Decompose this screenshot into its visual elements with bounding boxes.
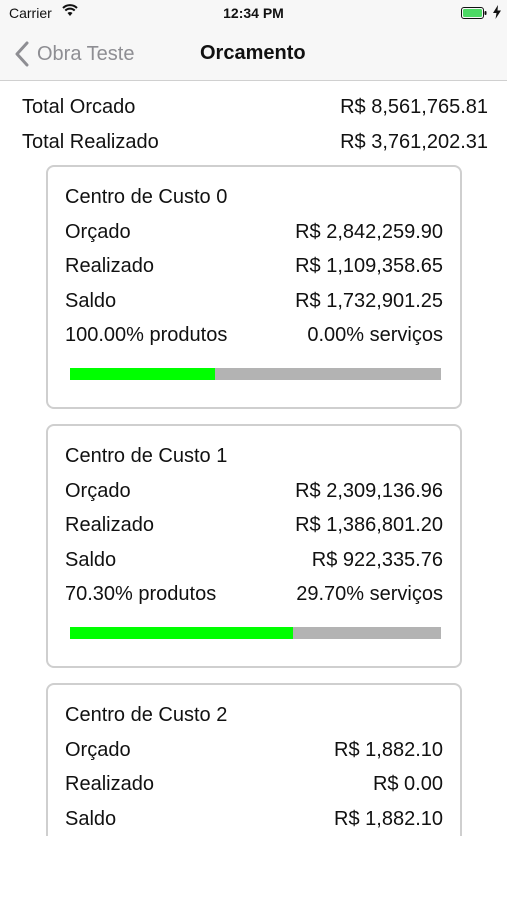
total-value: R$ 3,761,202.31	[340, 131, 488, 153]
cost-center-card[interactable]: Centro de Custo 2 Orçado R$ 1,882.10 Rea…	[46, 683, 462, 836]
status-time: 12:34 PM	[223, 5, 284, 21]
produtos-percent: 100.00% produtos	[65, 324, 228, 346]
progress-bar	[70, 627, 441, 639]
charging-bolt-icon	[493, 5, 501, 19]
progress-fill	[70, 368, 215, 380]
produtos-percent: 70.30% produtos	[65, 583, 217, 605]
cost-center-card[interactable]: Centro de Custo 1 Orçado R$ 2,309,136.96…	[46, 424, 462, 668]
row-label: Orçado	[65, 480, 131, 502]
row-value: R$ 0.00	[372, 773, 443, 795]
status-bar: Carrier 12:34 PM	[0, 0, 507, 28]
row-value: R$ 2,842,259.90	[295, 221, 443, 243]
row-label: Orçado	[65, 739, 131, 761]
total-value: R$ 8,561,765.81	[340, 96, 488, 118]
total-label: Total Realizado	[22, 131, 159, 153]
card-title: Centro de Custo 0	[65, 186, 228, 208]
navigation-bar: Obra Teste Orcamento	[0, 28, 507, 81]
total-label: Total Orcado	[22, 96, 136, 118]
row-value: R$ 1,109,358.65	[295, 255, 443, 277]
battery-icon	[461, 7, 487, 19]
row-label: Saldo	[65, 808, 117, 830]
servicos-percent: 0.00% serviços	[307, 324, 443, 346]
realizado-row: Realizado R$ 1,109,358.65	[65, 255, 443, 281]
cost-center-card[interactable]: Centro de Custo 0 Orçado R$ 2,842,259.90…	[46, 165, 462, 409]
row-label: Realizado	[65, 514, 154, 536]
row-value: R$ 2,309,136.96	[295, 480, 443, 502]
wifi-icon	[62, 4, 78, 16]
realizado-row: Realizado R$ 1,386,801.20	[65, 514, 443, 540]
row-label: Realizado	[65, 773, 154, 795]
cost-center-list[interactable]: Centro de Custo 0 Orçado R$ 2,842,259.90…	[0, 160, 507, 836]
row-value: R$ 1,386,801.20	[295, 514, 443, 536]
realizado-row: Realizado R$ 0.00	[65, 773, 443, 799]
chevron-left-icon	[15, 41, 29, 67]
saldo-row: Saldo R$ 1,732,901.25	[65, 290, 443, 316]
mix-row: 100.00% produtos 0.00% serviços	[65, 324, 443, 350]
saldo-row: Saldo R$ 1,882.10	[65, 808, 443, 834]
orcado-row: Orçado R$ 2,309,136.96	[65, 480, 443, 506]
back-label: Obra Teste	[37, 43, 135, 65]
total-orcado-row: Total Orcado R$ 8,561,765.81	[22, 96, 488, 122]
row-value: R$ 922,335.76	[311, 549, 443, 571]
page-title: Orcamento	[200, 42, 306, 64]
row-value: R$ 1,732,901.25	[295, 290, 443, 312]
card-title-row: Centro de Custo 2	[65, 704, 443, 730]
orcado-row: Orçado R$ 2,842,259.90	[65, 221, 443, 247]
row-label: Realizado	[65, 255, 154, 277]
mix-row: 70.30% produtos 29.70% serviços	[65, 583, 443, 609]
card-title: Centro de Custo 1	[65, 445, 228, 467]
row-label: Orçado	[65, 221, 131, 243]
card-title-row: Centro de Custo 1	[65, 445, 443, 471]
card-title: Centro de Custo 2	[65, 704, 228, 726]
servicos-percent: 29.70% serviços	[296, 583, 443, 605]
card-title-row: Centro de Custo 0	[65, 186, 443, 212]
carrier-label: Carrier	[9, 5, 52, 21]
total-realizado-row: Total Realizado R$ 3,761,202.31	[22, 131, 488, 157]
row-value: R$ 1,882.10	[334, 808, 443, 830]
row-label: Saldo	[65, 549, 117, 571]
row-value: R$ 1,882.10	[334, 739, 443, 761]
saldo-row: Saldo R$ 922,335.76	[65, 549, 443, 575]
row-label: Saldo	[65, 290, 117, 312]
progress-bar	[70, 368, 441, 380]
progress-fill	[70, 627, 293, 639]
orcado-row: Orçado R$ 1,882.10	[65, 739, 443, 765]
